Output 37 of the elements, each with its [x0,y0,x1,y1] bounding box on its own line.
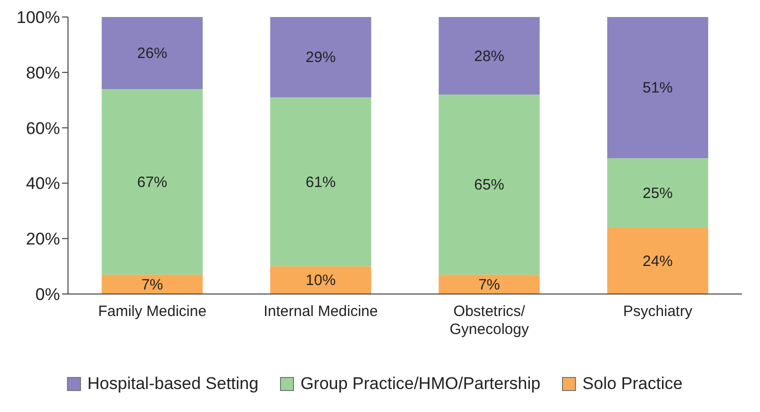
bar [102,17,203,90]
legend-label: Solo Practice [581,374,683,394]
data-label: 29% [306,49,336,66]
legend-label: Hospital-based Setting [86,374,258,394]
data-label: 25% [642,184,673,202]
data-label: 24% [642,252,673,270]
bar [270,17,372,98]
y-tick-label: 20% [26,230,60,249]
bar [270,97,372,266]
y-tick-label: 60% [26,118,60,138]
bar [102,274,203,294]
legend-label: Group Practice/HMO/Partership [299,374,540,394]
data-label: 67% [137,174,168,191]
data-label: 26% [137,45,168,62]
x-tick-label: Psychiatry [623,303,693,320]
bar [607,17,708,158]
x-tick-label: Obstetrics/ Gynecology [450,303,530,338]
y-tick-label: 0% [35,285,60,304]
x-tick-label: Family Medicine [98,303,206,320]
data-label: 51% [642,80,673,97]
bar [438,274,540,294]
bar [607,158,708,228]
y-tick-label: 100% [16,8,60,28]
bar [270,266,372,294]
bar [438,94,540,275]
data-label: 7% [478,276,500,294]
data-label: 65% [474,176,504,194]
data-label: 28% [474,48,504,65]
data-label: 10% [306,272,336,290]
y-tick-label: 40% [26,174,60,194]
y-tick-label: 80% [26,63,60,82]
bar [607,228,708,294]
data-label: 61% [306,174,336,191]
bar [102,89,203,275]
data-label: 7% [141,276,164,294]
bar [438,17,540,95]
x-tick-label: Internal Medicine [264,303,378,320]
